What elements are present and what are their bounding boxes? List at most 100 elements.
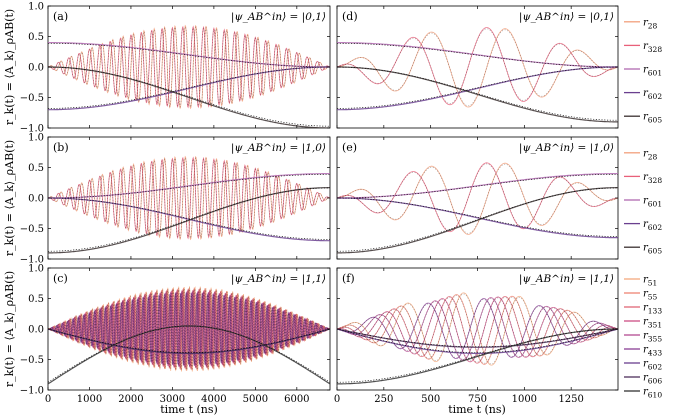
y-tick-label: 1.0 — [28, 2, 44, 13]
x-tick-label: 2000 — [118, 394, 143, 405]
panel-tag: (f) — [342, 272, 355, 285]
panel-e: (e) |ψ_AB^in⟩ = |1,0⟩ — [336, 136, 619, 260]
plot-area — [336, 136, 619, 260]
legend-subscript: 601 — [648, 69, 662, 78]
target-r602 — [48, 66, 330, 109]
y-tick-label: 1.0 — [28, 133, 44, 144]
y-tick-label: 0.0 — [28, 63, 44, 74]
series-group — [48, 155, 330, 254]
panel-f: 0 250 500 750 1000 1250 (f) |ψ_AB^in⟩ = |1,1⟩ — [334, 267, 619, 405]
series-r328 — [48, 156, 330, 240]
series-group — [48, 24, 330, 128]
series-r28 — [48, 155, 330, 241]
state-label: |ψ_AB^in⟩ = |0,1⟩ — [519, 11, 614, 24]
target-r606 — [48, 328, 330, 354]
legend-subscript: 605 — [648, 247, 663, 256]
panel-c: 1.0 0.5 0.0 −0.5 −1.00 1000 2000 3000 4000 5000 60… — [20, 264, 331, 405]
plot-area — [47, 136, 331, 260]
legend-subscript: 355 — [648, 335, 663, 344]
series-r605 — [337, 66, 618, 123]
legend-label-r602: r602 — [643, 219, 662, 232]
target-r602 — [337, 328, 618, 354]
legend-subscript: 328 — [648, 176, 663, 185]
legend-label-r51: r51 — [643, 275, 657, 288]
y-tick-label: −0.5 — [20, 93, 44, 104]
series-r351 — [337, 296, 618, 363]
series-r433 — [337, 298, 618, 360]
series-r601 — [48, 41, 330, 68]
series-r51 — [337, 292, 618, 366]
y-tick-label: −1.0 — [20, 386, 44, 397]
series-r133 — [337, 296, 618, 364]
x-tick-label: 500 — [421, 394, 440, 405]
plot-area — [336, 5, 619, 129]
series-r328 — [337, 162, 618, 233]
target-r55 — [48, 288, 330, 370]
legend-label-r133: r133 — [643, 303, 662, 316]
x-axis-label-left: time t (ns) — [160, 403, 218, 416]
legend-d: r28 r328 r601 r602 r605 — [624, 17, 663, 125]
series-group — [337, 292, 618, 385]
legend-subscript: 351 — [648, 321, 662, 330]
target-r602 — [337, 66, 618, 109]
x-tick-label: 6000 — [284, 394, 309, 405]
target-r328 — [337, 163, 618, 232]
legend-subscript: 28 — [648, 21, 658, 30]
target-r602 — [337, 197, 618, 237]
x-tick-label: 1000 — [512, 394, 537, 405]
legends-layer: r28 r328 r601 r602 r605 r28 r328 r601 r602 r605 r5… — [624, 17, 663, 400]
target-r133 — [48, 290, 330, 369]
y-tick-label: 0.5 — [28, 32, 44, 43]
panel-tag: (b) — [53, 141, 69, 154]
y-tick-label: 1.0 — [28, 264, 44, 275]
plot-area — [47, 5, 331, 129]
legend-subscript: 605 — [648, 116, 663, 125]
series-r328 — [337, 27, 618, 106]
series-group — [337, 27, 618, 123]
series-r433 — [48, 292, 330, 366]
legend-label-r351: r351 — [643, 317, 662, 330]
x-axis-label-right: time t (ns) — [448, 403, 506, 416]
state-label: |ψ_AB^in⟩ = |1,0⟩ — [519, 142, 614, 155]
series-r602 — [48, 66, 330, 111]
legend-label-r605: r605 — [643, 243, 662, 256]
panel-tag: (d) — [342, 10, 358, 23]
legend-label-r602: r602 — [643, 359, 662, 372]
target-r602 — [48, 197, 330, 240]
panel-d: (d) |ψ_AB^in⟩ = |0,1⟩ — [336, 5, 619, 129]
legend-label-r601: r601 — [643, 196, 662, 209]
x-tick-label: 3000 — [160, 394, 185, 405]
target-r433 — [337, 299, 618, 359]
y-tick-label: −0.5 — [20, 224, 44, 235]
legend-label-r610: r610 — [643, 387, 662, 400]
x-tick-label: 4000 — [201, 394, 226, 405]
legend-label-r605: r605 — [643, 112, 662, 125]
x-tick-label: 250 — [374, 394, 393, 405]
panels-layer: 1.00.50.0−0.5−1.0(a) |ψ_AB^in⟩ = |0,1⟩ (d)… — [20, 2, 619, 405]
series-r328 — [48, 25, 330, 109]
panel-b: 1.0 0.5 0.0 −0.5 −1.0 (b) |ψ_AB^in⟩ = |1,0⟩ — [20, 133, 331, 266]
target-r605 — [337, 187, 618, 252]
x-tick-label: 0 — [45, 394, 51, 405]
panel-tag: (a) — [53, 10, 68, 23]
legend-subscript: 602 — [648, 92, 663, 101]
series-r601 — [337, 173, 618, 199]
legend-label-r55: r55 — [643, 289, 658, 302]
series-r601 — [48, 173, 330, 199]
legend-subscript: 601 — [648, 200, 662, 209]
legend-label-r601: r601 — [643, 65, 662, 78]
state-label: |ψ_AB^in⟩ = |0,1⟩ — [231, 11, 326, 24]
x-tick-label: 0 — [334, 394, 340, 405]
y-tick-label: 0.0 — [28, 194, 44, 205]
legend-label-r28: r28 — [643, 17, 658, 30]
series-r55 — [48, 287, 330, 371]
panel-a: 1.0 0.5 0.0 −0.5 −1.0 (a) |ψ_AB^in⟩ = |0,1⟩ — [20, 2, 331, 135]
state-label: |ψ_AB^in⟩ = |1,0⟩ — [231, 142, 326, 155]
legend-subscript: 602 — [648, 223, 663, 232]
y-tick-label: −1.0 — [20, 255, 44, 266]
legend-subscript: 51 — [648, 279, 658, 288]
target-r610 — [337, 328, 618, 383]
legend-subscript: 28 — [648, 152, 658, 161]
legend-label-r328: r328 — [643, 172, 662, 185]
